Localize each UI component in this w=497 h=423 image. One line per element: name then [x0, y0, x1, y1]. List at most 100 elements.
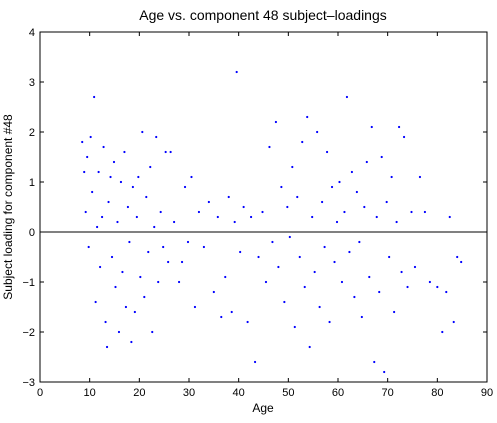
- scatter-point: [333, 260, 336, 264]
- x-tick-label: 90: [481, 387, 493, 399]
- scatter-point: [380, 155, 383, 159]
- scatter-point: [328, 320, 331, 324]
- scatter-point: [373, 360, 376, 364]
- y-tick-label: 1: [29, 177, 35, 189]
- scatter-point: [283, 300, 286, 304]
- scatter-point: [128, 240, 131, 244]
- scatter-point: [303, 285, 306, 289]
- scatter-point: [268, 145, 271, 149]
- scatter-point: [413, 265, 417, 269]
- scatter-point: [190, 175, 193, 179]
- scatter-point: [130, 340, 133, 344]
- y-tick-label: −2: [22, 327, 35, 339]
- scatter-point: [207, 200, 210, 204]
- x-tick-label: 30: [183, 387, 195, 399]
- scatter-point: [393, 310, 396, 314]
- scatter-point: [177, 280, 181, 284]
- scatter-point: [436, 285, 439, 289]
- scatter-point: [280, 185, 283, 189]
- scatter-point: [271, 240, 274, 244]
- scatter-point: [212, 290, 215, 294]
- y-tick-label: 0: [29, 227, 35, 239]
- scatter-point: [133, 310, 136, 314]
- scatter-point: [345, 95, 349, 99]
- scatter-point: [216, 215, 219, 219]
- scatter-point: [311, 215, 314, 219]
- scatter-point: [330, 185, 334, 189]
- scatter-point: [291, 165, 294, 169]
- scatter-point: [159, 210, 162, 214]
- scatter-point: [230, 310, 233, 314]
- scatter-point: [298, 255, 301, 259]
- scatter-point: [445, 290, 448, 294]
- scatter-point: [441, 330, 444, 334]
- scatter-point: [363, 205, 366, 209]
- scatter-point: [375, 215, 378, 219]
- x-tick-label: 70: [382, 387, 394, 399]
- scatter-point: [149, 165, 152, 169]
- scatter-point: [151, 330, 154, 334]
- scatter-point: [249, 215, 253, 219]
- y-tick-label: −3: [22, 377, 35, 389]
- scatter-point: [164, 150, 167, 154]
- scatter-point: [123, 150, 126, 154]
- scatter-point: [91, 190, 94, 194]
- scatter-point: [348, 250, 351, 254]
- scatter-point: [100, 215, 104, 219]
- scatter-point: [121, 270, 124, 274]
- scatter-point: [261, 210, 264, 214]
- scatter-point: [353, 295, 356, 299]
- scatter-point: [400, 270, 403, 274]
- scatter-point: [109, 175, 112, 179]
- scatter-point: [180, 260, 184, 264]
- scatter-point: [306, 115, 309, 119]
- chart-title: Age vs. component 48 subject–loadings: [139, 7, 387, 23]
- scatter-point: [173, 220, 176, 224]
- scatter-point: [452, 320, 455, 324]
- scatter-point: [325, 150, 329, 154]
- scatter-point: [81, 140, 84, 144]
- scatter-point: [242, 205, 245, 209]
- scatter-point: [257, 255, 260, 259]
- x-tick-label: 50: [282, 387, 294, 399]
- x-tick-label: 40: [233, 387, 245, 399]
- scatter-point: [112, 160, 116, 164]
- scatter-point: [365, 160, 368, 164]
- scatter-point: [340, 280, 344, 284]
- scatter-point: [114, 285, 117, 289]
- scatter-point: [264, 280, 268, 284]
- scatter-point: [93, 95, 96, 99]
- x-tick-label: 60: [332, 387, 344, 399]
- scatter-point: [338, 180, 341, 184]
- scatter-point: [397, 125, 401, 129]
- scatter-point: [448, 215, 451, 219]
- scatter-point: [197, 210, 201, 214]
- scatter-point: [233, 220, 236, 224]
- scatter-point: [193, 305, 197, 309]
- scatter-point: [296, 195, 299, 199]
- scatter-point: [162, 245, 165, 249]
- scatter-point: [239, 250, 242, 254]
- scatter-point: [460, 260, 463, 264]
- scatter-point: [143, 295, 146, 299]
- scatter-point: [155, 135, 158, 139]
- scatter-point: [388, 255, 391, 259]
- scatter-point: [235, 70, 238, 74]
- y-tick-label: 4: [29, 27, 35, 39]
- scatter-point: [410, 210, 413, 214]
- scatter-point: [385, 200, 388, 204]
- x-axis-label: Age: [252, 401, 274, 415]
- scatter-point: [224, 275, 227, 279]
- scatter-point: [358, 240, 361, 244]
- scatter-point: [105, 345, 109, 349]
- scatter-point: [110, 255, 114, 259]
- scatter-point: [360, 315, 363, 319]
- scatter-point: [288, 235, 291, 239]
- scatter-point: [428, 280, 431, 284]
- scatter-point: [147, 250, 150, 254]
- scatter-point: [423, 210, 427, 214]
- scatter-point: [97, 170, 100, 174]
- scatter-point: [402, 135, 406, 139]
